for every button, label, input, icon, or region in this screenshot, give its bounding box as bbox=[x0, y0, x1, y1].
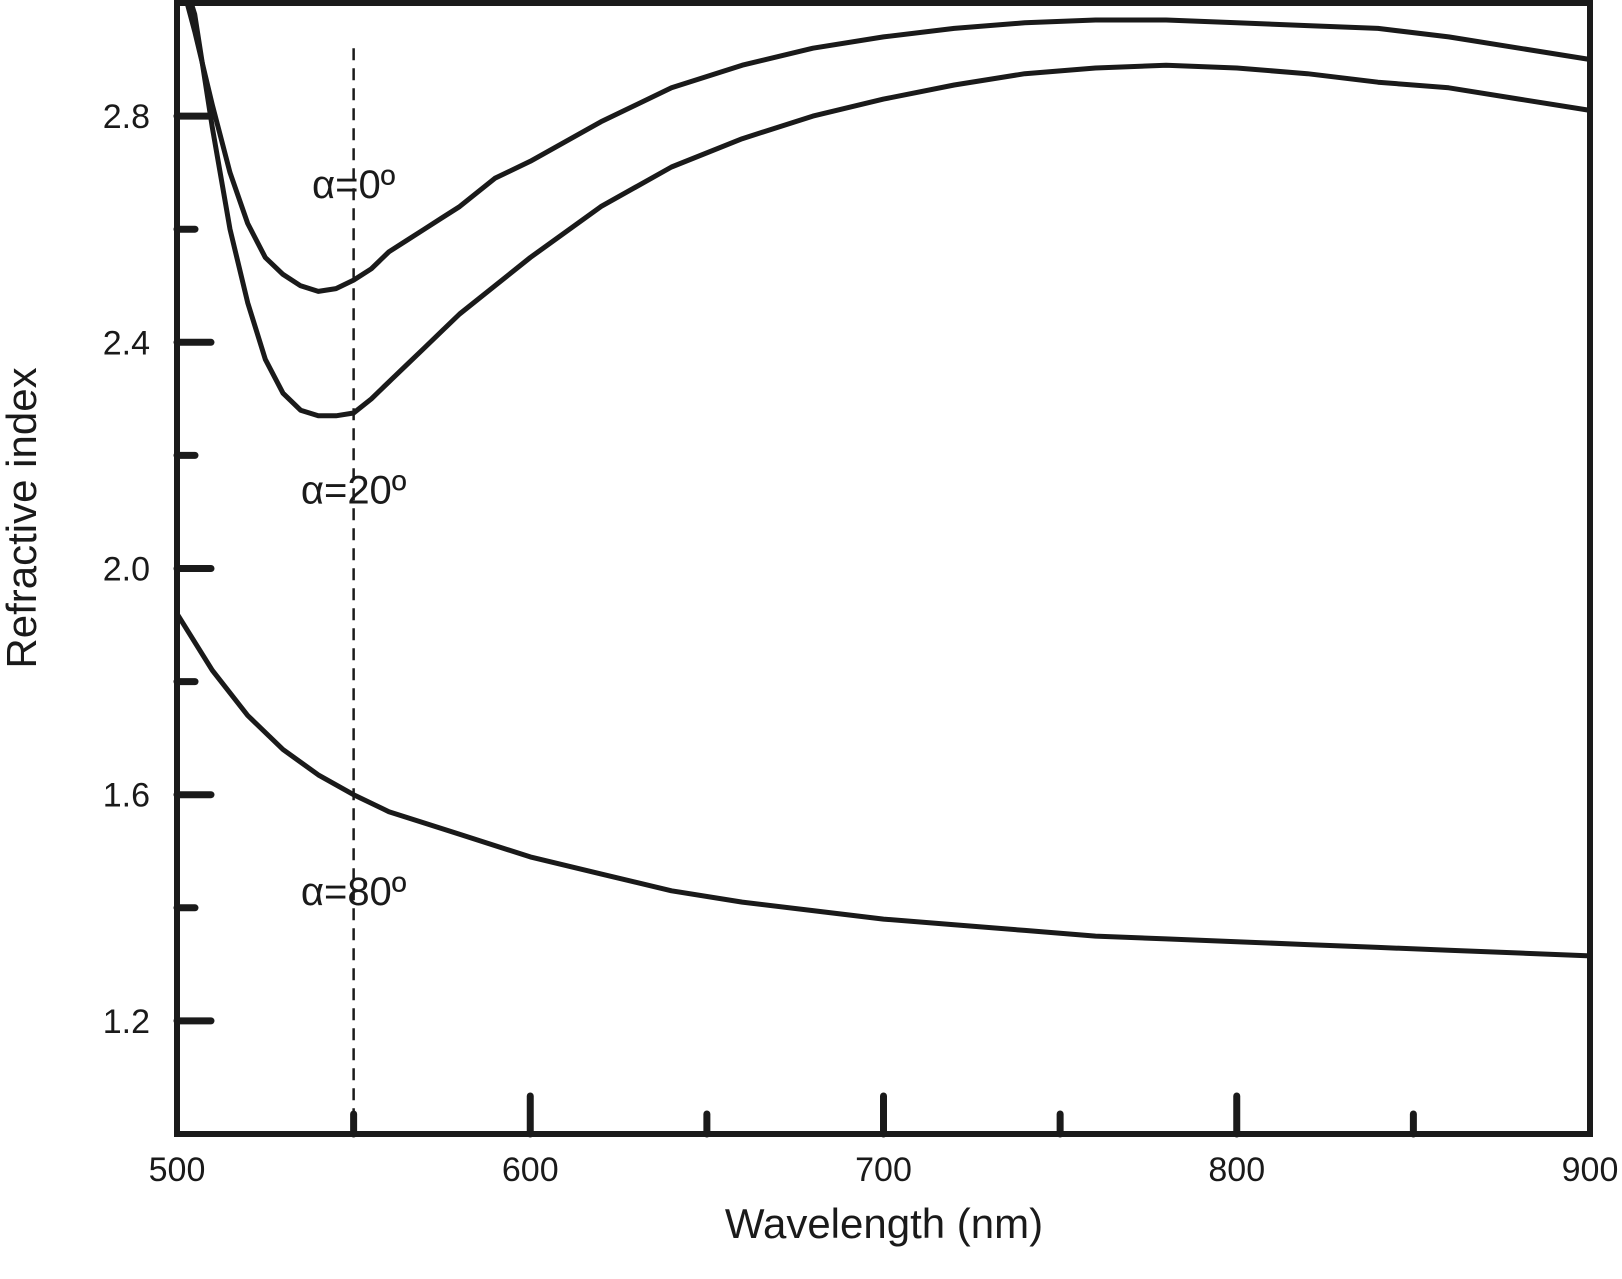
series-line-3 bbox=[174, 611, 1593, 959]
series-line-1 bbox=[183, 0, 1593, 294]
y-axis-title: Refractive index bbox=[0, 367, 45, 668]
y-tick-label-2-8: 2.8 bbox=[103, 98, 150, 136]
x-tick-label-600: 600 bbox=[502, 1151, 559, 1189]
y-tick-label-1-2: 1.2 bbox=[103, 1003, 150, 1041]
y-tick-label-1-6: 1.6 bbox=[103, 777, 150, 815]
series-annotation-1: α=0º bbox=[312, 163, 396, 207]
tick-labels-group: 500 600 700 800 900 1.2 1.6 2.0 2.4 2.8 bbox=[103, 98, 1619, 1189]
annotations-group: α=0º α=20º α=80º bbox=[301, 163, 407, 914]
x-tick-label-800: 800 bbox=[1208, 1151, 1265, 1189]
series-line-2 bbox=[187, 0, 1593, 419]
x-tick-label-500: 500 bbox=[149, 1151, 206, 1189]
x-tick-label-900: 900 bbox=[1562, 1151, 1619, 1189]
tick-marks-group bbox=[173, 112, 1417, 1138]
series-annotation-3: α=80º bbox=[301, 870, 407, 914]
series-group bbox=[174, 0, 1593, 959]
x-axis-title: Wavelength (nm) bbox=[725, 1200, 1043, 1247]
x-tick-label-700: 700 bbox=[855, 1151, 912, 1189]
y-tick-label-2-4: 2.4 bbox=[103, 324, 150, 362]
series-annotation-2: α=20º bbox=[301, 468, 407, 512]
y-tick-label-2: 2.0 bbox=[103, 551, 150, 589]
